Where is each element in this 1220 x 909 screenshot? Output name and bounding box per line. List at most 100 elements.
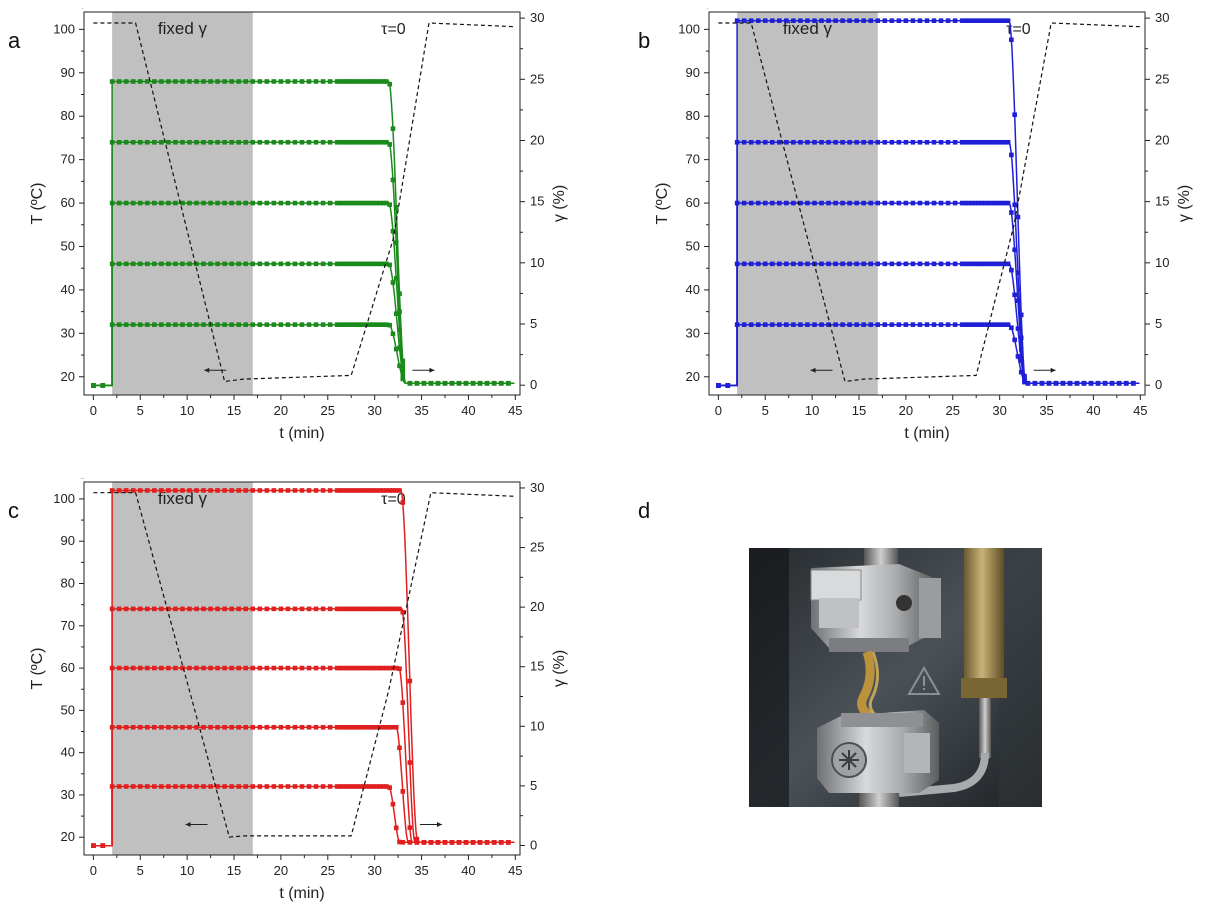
chart-a-ytick-left-label: 40 — [61, 282, 75, 297]
chart-a-series-point — [130, 200, 136, 206]
chart-c-xtick-label: 25 — [321, 863, 335, 878]
chart-b-series-point — [952, 139, 958, 145]
chart-b-series-point — [924, 139, 930, 145]
chart-b-series-point — [755, 139, 761, 145]
chart-c-series-point — [380, 784, 386, 789]
chart-b-series-point — [819, 139, 824, 145]
chart-a-series-point — [159, 139, 164, 145]
chart-c-series-point — [334, 784, 340, 789]
chart-b-series-point — [798, 139, 803, 145]
chart-a-series-point — [243, 79, 249, 84]
chart-a-series-point — [264, 200, 270, 206]
chart-a-series-point — [344, 79, 350, 84]
chart-a-series-point — [320, 261, 326, 267]
chart-b-ytick-left-label: 20 — [686, 369, 700, 384]
chart-c-series-point — [370, 606, 376, 612]
chart-a-series-point — [498, 380, 504, 386]
chart-b-series-point — [1009, 37, 1014, 43]
chart-a-series-point — [137, 261, 143, 267]
chart-b-series-point — [1123, 380, 1129, 386]
chart-a-series-point — [159, 261, 164, 267]
chart-b-series-point — [777, 18, 782, 23]
chart-a-series-point — [370, 139, 376, 145]
chart-a-series-point — [327, 322, 333, 327]
chart-a-series-point — [320, 322, 326, 327]
chart-a-series-point — [243, 139, 249, 145]
chart-c-xtick-label: 30 — [367, 863, 381, 878]
chart-c-xtick-label: 35 — [414, 863, 428, 878]
chart-c-series-point — [361, 606, 366, 612]
chart-a-series-point — [377, 200, 383, 206]
chart-c-series-point — [152, 488, 157, 493]
chart-c-series-point — [130, 488, 136, 493]
chart-c-series-point — [173, 665, 178, 671]
chart-a-series-point — [334, 139, 340, 145]
chart-a-series-point — [449, 380, 455, 386]
chart-c-series-point — [194, 784, 199, 789]
chart-c-series-point — [159, 724, 164, 730]
chart-c-series-point — [250, 606, 256, 612]
chart-a-series-point — [400, 358, 406, 364]
chart-b-series-point — [963, 322, 968, 327]
chart-a-ytick-left-label: 70 — [61, 152, 75, 167]
chart-a-series-point — [215, 79, 220, 84]
chart-a-series-point — [299, 322, 305, 327]
chart-b-series-point — [826, 200, 831, 206]
chart-a-series-point — [387, 322, 392, 328]
chart-a-series-point — [397, 345, 402, 351]
chart-c-series-point — [351, 784, 356, 789]
chart-b-series-point — [982, 18, 988, 23]
chart-c-series-point — [387, 724, 392, 730]
chart-a-series-point — [215, 322, 220, 327]
chart-c-series-point — [222, 784, 227, 789]
chart-c-ytick-left-label: 80 — [61, 575, 75, 590]
chart-b-series-point — [976, 261, 981, 267]
chart-a-series-point — [390, 331, 396, 337]
chart-b-xlabel: t (min) — [904, 425, 949, 442]
chart-a-ytick-left-label: 20 — [61, 369, 75, 384]
chart-b-series-point — [725, 383, 731, 388]
chart-c-series-point — [364, 665, 369, 671]
chart-a-xlabel: t (min) — [279, 425, 324, 442]
chart-c-series-point — [194, 488, 199, 493]
chart-c-series-point — [187, 606, 192, 612]
chart-b-series-point — [854, 261, 859, 267]
chart-a-series-point — [384, 322, 389, 327]
chart-a-series-point — [351, 79, 356, 84]
chart-b-series-point — [889, 139, 895, 145]
chart-b-series-point — [986, 18, 991, 23]
chart-c-series-point — [407, 825, 413, 830]
chart-a-xtick-label: 35 — [414, 403, 428, 418]
chart-c-series-point — [306, 784, 312, 789]
chart-c-series-point — [208, 488, 213, 493]
chart-c-series-point — [387, 785, 392, 790]
chart-a-series-point — [334, 261, 340, 267]
chart-a-series-point — [370, 200, 376, 206]
chart-c-series-point — [187, 784, 192, 789]
chart-a-series-point — [271, 261, 277, 267]
chart-a-series-point — [123, 322, 129, 327]
chart-b-series-point — [959, 18, 965, 23]
chart-a-series-point — [299, 261, 305, 267]
chart-c-series-point — [306, 665, 312, 671]
chart-c-series-point — [166, 724, 171, 730]
chart-a-series-point — [380, 200, 386, 206]
chart-a-series-point — [229, 79, 234, 84]
chart-a-series-point — [344, 322, 350, 327]
chart-c-series-point — [370, 784, 376, 789]
chart-a-series-point — [374, 139, 379, 145]
chart-c-series-point — [374, 665, 379, 671]
chart-c-ytick-right-label: 30 — [530, 480, 544, 495]
chart-a-series-point — [390, 126, 396, 131]
chart-a-series-point — [397, 363, 402, 369]
chart-b-series-point — [992, 18, 998, 23]
chart-a-series-point — [344, 200, 350, 206]
chart-c-series-point — [243, 606, 249, 612]
chart-a-series-point — [180, 139, 185, 145]
chart-b-series-point — [734, 18, 740, 23]
chart-b-series-point — [1025, 380, 1031, 386]
chart-b-series-point — [969, 261, 975, 267]
chart-c-series-point — [361, 784, 366, 789]
chart-c-series-point — [347, 488, 353, 493]
chart-c-series-point — [313, 606, 319, 612]
